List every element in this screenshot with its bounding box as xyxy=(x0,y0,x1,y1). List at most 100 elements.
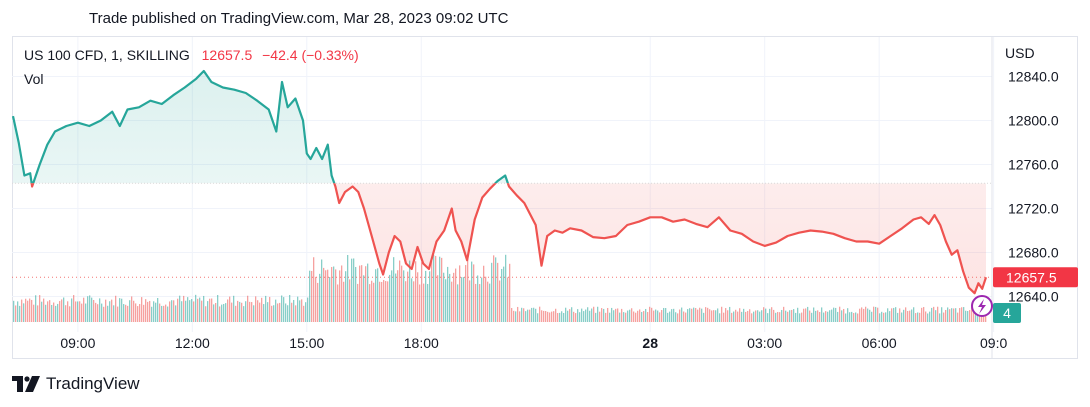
volume-bar xyxy=(99,298,101,322)
volume-bar xyxy=(641,311,643,322)
volume-bar xyxy=(707,307,709,322)
volume-bar xyxy=(33,304,35,322)
volume-bar xyxy=(61,299,63,322)
volume-bar xyxy=(385,281,387,322)
volume-bar xyxy=(183,295,185,322)
volume-bar xyxy=(975,312,977,322)
volume-bar xyxy=(427,283,429,322)
volume-bar xyxy=(543,310,545,322)
volume-bar xyxy=(843,308,845,322)
volume-bar xyxy=(891,308,893,322)
volume-bar xyxy=(205,306,207,322)
volume-bar xyxy=(45,304,47,322)
volume-bar xyxy=(855,312,857,322)
volume-bar xyxy=(889,311,891,322)
volume-bar xyxy=(139,304,141,322)
volume-bar xyxy=(517,306,519,322)
volume-bar xyxy=(767,313,769,322)
volume-bar xyxy=(907,311,909,322)
volume-bar xyxy=(43,298,45,322)
volume-bar xyxy=(955,308,957,322)
volume-bar xyxy=(227,299,229,322)
volume-bar xyxy=(161,305,163,322)
volume-bar xyxy=(797,307,799,322)
volume-bar xyxy=(713,310,715,322)
volume-bar xyxy=(669,311,671,322)
volume-bar xyxy=(79,301,81,322)
volume-bar xyxy=(557,313,559,322)
volume-bar xyxy=(905,307,907,322)
volume-bar xyxy=(617,308,619,322)
volume-bar xyxy=(89,295,91,322)
volume-bar xyxy=(273,305,275,322)
volume-bar xyxy=(39,295,41,322)
volume-bar xyxy=(863,308,865,322)
volume-bar xyxy=(615,308,617,322)
volume-bar xyxy=(119,298,121,322)
volume-bar xyxy=(423,283,425,322)
volume-bar xyxy=(383,279,385,322)
volume-bar xyxy=(163,305,165,322)
volume-bar xyxy=(485,276,487,322)
volume-bar xyxy=(599,311,601,322)
volume-bar xyxy=(845,313,847,322)
volume-bar xyxy=(471,261,473,322)
volume-bar xyxy=(807,306,809,322)
volume-bar xyxy=(371,280,373,322)
volume-bar xyxy=(959,308,961,322)
volume-legend[interactable]: Vol xyxy=(24,71,44,87)
volume-bar xyxy=(239,301,241,322)
volume-bar xyxy=(751,313,753,322)
volume-bar xyxy=(71,298,73,322)
volume-bar xyxy=(465,265,467,322)
volume-bar xyxy=(523,308,525,322)
volume-bar xyxy=(537,313,539,322)
volume-bar xyxy=(749,309,751,322)
tradingview-logo[interactable]: TradingView xyxy=(12,374,140,394)
volume-bar xyxy=(123,304,125,322)
volume-bar xyxy=(107,305,109,322)
volume-bar xyxy=(59,301,61,322)
volume-bar xyxy=(739,308,741,322)
volume-bar xyxy=(675,312,677,322)
volume-bar xyxy=(869,309,871,322)
volume-bar xyxy=(883,312,885,322)
volume-bar xyxy=(659,312,661,322)
volume-bar xyxy=(255,296,257,322)
volume-bar xyxy=(835,307,837,322)
volume-bar xyxy=(867,308,869,322)
volume-bar xyxy=(721,306,723,322)
volume-bar xyxy=(633,311,635,322)
volume-bar xyxy=(715,310,717,322)
symbol-legend[interactable]: US 100 CFD, 1, SKILLING 12657.5 −42.4 (−… xyxy=(24,47,359,63)
volume-bar xyxy=(389,274,391,322)
volume-bar xyxy=(103,306,105,322)
volume-bar xyxy=(555,308,557,322)
price-change: −42.4 (−0.33%) xyxy=(262,47,359,63)
volume-bar xyxy=(903,309,905,322)
volume-bar xyxy=(561,311,563,322)
volume-bar xyxy=(875,306,877,322)
volume-bar xyxy=(613,310,615,322)
volume-bar xyxy=(753,311,755,322)
volume-bar xyxy=(601,308,603,322)
volume-bar xyxy=(81,303,83,322)
volume-bar xyxy=(321,259,323,322)
volume-bar xyxy=(325,270,327,322)
volume-bar xyxy=(415,261,417,322)
volume-bar xyxy=(277,303,279,322)
volume-bar xyxy=(943,312,945,322)
volume-bar xyxy=(247,295,249,322)
volume-bar xyxy=(879,313,881,322)
volume-bar xyxy=(529,309,531,322)
volume-bar xyxy=(763,307,765,322)
volume-bar xyxy=(271,305,273,322)
volume-bar xyxy=(377,268,379,322)
volume-bar xyxy=(241,302,243,322)
volume-bar xyxy=(783,306,785,322)
volume-bar xyxy=(649,306,651,322)
volume-bar xyxy=(781,309,783,322)
volume-bar xyxy=(497,262,499,322)
volume-bar xyxy=(307,297,309,322)
